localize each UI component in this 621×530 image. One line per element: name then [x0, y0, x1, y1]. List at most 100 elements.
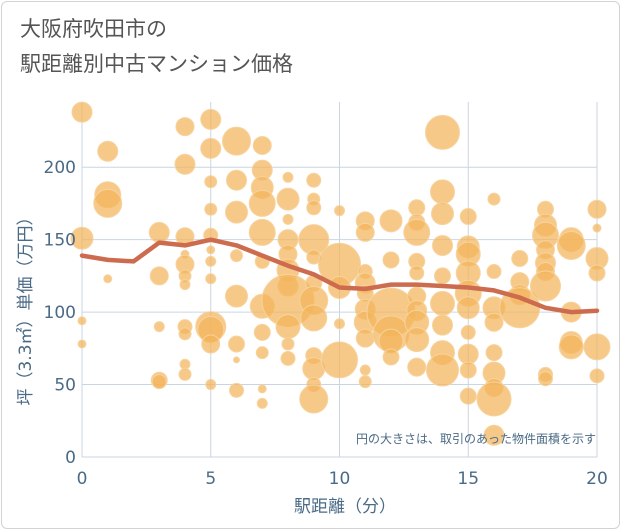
- bubble-point: [404, 327, 430, 353]
- bubble-point: [487, 192, 501, 206]
- bubble-point: [257, 384, 267, 394]
- bubble-point: [204, 175, 218, 189]
- bubble-point: [355, 222, 375, 242]
- bubble-point: [280, 350, 296, 366]
- bubble-point: [175, 117, 195, 137]
- bubble-point: [275, 314, 301, 340]
- bubble-point: [425, 114, 460, 150]
- bubble-point: [153, 321, 165, 333]
- bubble-point: [556, 230, 586, 260]
- bubble-point: [252, 135, 272, 155]
- bubble-point: [282, 213, 294, 225]
- bubble-point: [583, 333, 611, 361]
- bubble-point: [299, 384, 329, 414]
- bubble-point: [530, 270, 561, 302]
- bubble-point: [103, 274, 113, 284]
- x-tick-label: 20: [586, 469, 608, 489]
- bubble-point: [430, 179, 455, 205]
- bubble-point: [233, 356, 240, 364]
- bubble-point: [93, 188, 123, 218]
- bubble-point: [538, 371, 553, 387]
- x-tick-label: 15: [457, 469, 479, 489]
- bubble-point: [178, 327, 192, 341]
- chart-title: 大阪府吹田市の 駅距離別中古マンション価格: [20, 12, 293, 82]
- bubble-point: [248, 189, 276, 217]
- bubble-point: [484, 312, 504, 332]
- y-tick-label: 150: [44, 231, 76, 251]
- y-tick-label: 0: [65, 448, 76, 468]
- bubble-point: [359, 364, 371, 376]
- bubble-point: [511, 249, 529, 267]
- x-tick-label: 0: [77, 469, 88, 489]
- bubble-point: [558, 334, 584, 360]
- chart-title-line-2: 駅距離別中古マンション価格: [20, 52, 293, 76]
- bubble-point: [589, 368, 605, 384]
- bubble-point: [71, 101, 93, 123]
- bubble-point: [334, 318, 345, 330]
- bubble-point: [282, 171, 294, 183]
- bubble-point: [97, 140, 119, 162]
- bubble-point: [77, 316, 87, 326]
- bubble-point: [592, 223, 602, 233]
- bubble-point: [149, 266, 169, 286]
- bubble-point: [222, 126, 251, 156]
- bubble-point: [407, 357, 427, 377]
- bubble-point: [358, 375, 372, 389]
- bubble-point: [483, 424, 505, 446]
- bubble-point: [178, 367, 192, 381]
- y-tick-label: 50: [54, 376, 76, 396]
- x-tick-label: 5: [205, 469, 216, 489]
- bubble-point: [200, 137, 222, 159]
- bubble-point: [148, 221, 170, 243]
- bubble-point: [408, 199, 426, 217]
- y-axis-ticks: 0 50 100 150 200: [44, 158, 76, 468]
- bubble-point: [276, 187, 300, 211]
- x-tick-label: 10: [329, 469, 351, 489]
- bubble-point: [226, 169, 247, 191]
- x-axis-label: 駅距離（分）: [294, 497, 396, 517]
- bubble-point: [355, 328, 375, 348]
- bubble-point: [460, 324, 476, 340]
- bubble-point: [174, 153, 196, 175]
- bubble-point: [225, 200, 248, 224]
- y-axis-label: 坪（3.3㎡）単価（万円）: [16, 208, 36, 405]
- bubble-point: [306, 200, 322, 216]
- bubble-point: [379, 209, 403, 233]
- bubble-point: [403, 218, 431, 246]
- bubble-point: [204, 202, 218, 216]
- bubble-point: [256, 397, 268, 409]
- bubble-point: [205, 379, 217, 391]
- bubble-size-note: 円の大きさは、取引のあった物件面積を示す: [356, 431, 596, 446]
- bubble-point: [456, 296, 480, 320]
- bubble-point: [151, 374, 167, 390]
- bubble-point: [430, 290, 455, 316]
- bubble-point: [588, 264, 606, 282]
- bubble-point: [334, 205, 345, 217]
- bubble-point: [459, 361, 477, 379]
- bubble-point: [382, 251, 400, 269]
- bubble-point: [459, 207, 477, 225]
- bubble-point: [321, 341, 358, 379]
- bubble-point: [77, 339, 87, 349]
- bubble-point: [431, 202, 454, 226]
- bubble-point: [70, 226, 94, 250]
- trend-line-series: [79, 237, 600, 315]
- bubble-point: [179, 358, 191, 370]
- bubble-point: [206, 245, 216, 255]
- bubble-point: [228, 335, 245, 353]
- x-axis-ticks: 0 5 10 15 20: [77, 469, 608, 489]
- bubble-point: [179, 279, 191, 291]
- bubble-point: [248, 218, 276, 246]
- bubble-point: [200, 108, 222, 130]
- bubble-point: [457, 343, 479, 365]
- bubble-point: [300, 304, 328, 332]
- bubble-point: [253, 323, 271, 341]
- bubble-point: [409, 265, 425, 281]
- bubble-point: [459, 387, 477, 405]
- bubble-series: [70, 101, 611, 446]
- bubble-point: [432, 314, 453, 336]
- bubble-point: [225, 284, 248, 308]
- y-tick-label: 100: [44, 303, 76, 323]
- bubble-point: [485, 344, 503, 362]
